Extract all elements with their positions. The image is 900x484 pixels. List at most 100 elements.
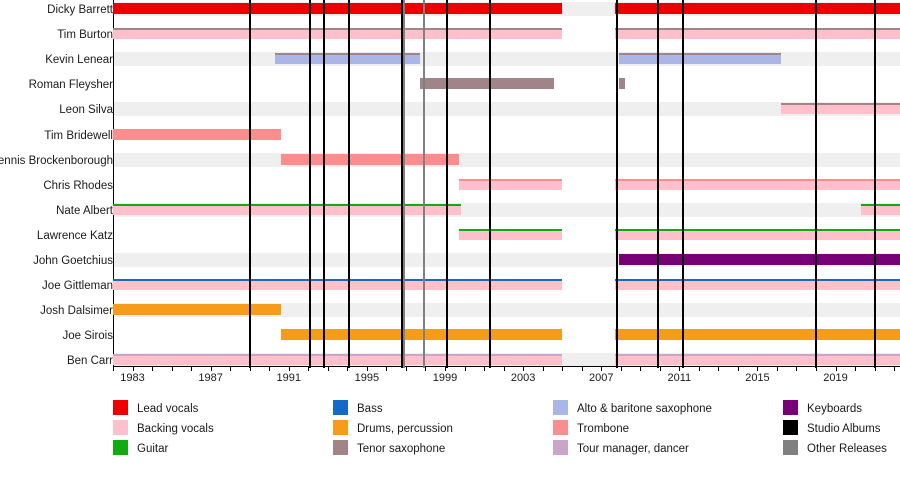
axis-tick xyxy=(444,366,446,371)
row-label-nate-albert: Nate Albert xyxy=(56,204,113,217)
axis-tick xyxy=(249,366,251,371)
legend-label: Drums, percussion xyxy=(357,423,453,435)
timeline-bar xyxy=(614,356,900,366)
timeline-bar xyxy=(458,230,563,240)
legend-item[interactable]: Keyboards xyxy=(783,398,887,418)
axis-tick xyxy=(659,366,661,371)
axis-tick xyxy=(308,366,310,371)
legend-item[interactable]: Studio Albums xyxy=(783,418,887,438)
timeline-bar xyxy=(614,230,900,240)
axis-tick xyxy=(269,366,271,371)
studio-album-line xyxy=(656,0,659,368)
legend-label: Backing vocals xyxy=(137,423,214,435)
timeline-bar xyxy=(618,78,625,90)
legend-item[interactable]: Trombone xyxy=(553,418,712,438)
axis-left-spine xyxy=(113,0,114,368)
studio-album-line xyxy=(615,0,618,368)
legend-label: Keyboards xyxy=(807,403,862,415)
timeline-bar xyxy=(113,30,563,40)
row-label-roman-fleysher: Roman Fleysher xyxy=(28,79,113,92)
legend-item[interactable]: Other Releases xyxy=(783,438,887,458)
axis-tick xyxy=(347,366,349,371)
row-label-john-goetchius: John Goetchius xyxy=(33,255,113,267)
other-release-line xyxy=(402,0,405,368)
row-label-kevin-lenear: Kevin Lenear xyxy=(45,54,113,67)
axis-baseline xyxy=(113,366,900,367)
axis-tick xyxy=(776,366,778,371)
timeline-bar xyxy=(113,205,461,215)
timeline-bar xyxy=(614,30,900,40)
axis-tick-label: 2007 xyxy=(588,372,614,384)
color-swatch-icon xyxy=(333,400,348,415)
axis-tick xyxy=(230,366,232,371)
timeline-bar xyxy=(419,78,555,90)
timeline-bar xyxy=(618,254,900,265)
axis-tick xyxy=(698,366,700,371)
timeline-bar xyxy=(113,3,563,14)
color-swatch-icon xyxy=(783,400,798,415)
legend-item[interactable]: Tour manager, dancer xyxy=(553,438,712,458)
axis-tick xyxy=(679,366,681,371)
axis-tick-label: 1991 xyxy=(276,372,301,384)
row-band xyxy=(113,52,900,67)
axis-tick xyxy=(132,366,134,371)
axis-tick xyxy=(405,366,407,371)
studio-album-line xyxy=(348,0,351,368)
legend-label: Tour manager, dancer xyxy=(577,443,689,455)
legend-label: Lead vocals xyxy=(137,403,199,415)
axis-tick-label: 1999 xyxy=(432,372,458,384)
axis-tick xyxy=(894,366,896,371)
color-swatch-icon xyxy=(553,440,568,455)
legend-item[interactable]: Tenor saxophone xyxy=(333,438,453,458)
color-swatch-icon xyxy=(783,420,798,435)
legend-item[interactable]: Drums, percussion xyxy=(333,418,453,438)
axis-tick xyxy=(816,366,818,371)
axis-tick xyxy=(640,366,642,371)
timeline-bar xyxy=(618,55,781,65)
legend-label: Alto & baritone saxophone xyxy=(577,403,712,415)
timeline-bar xyxy=(614,329,900,341)
timeline-bar xyxy=(614,281,900,291)
timeline-bar xyxy=(113,281,563,291)
axis-tick xyxy=(503,366,505,371)
axis-tick-label: 2011 xyxy=(667,372,692,384)
axis-tick xyxy=(366,366,368,371)
row-band xyxy=(113,152,900,167)
legend-item[interactable]: Lead vocals xyxy=(113,398,214,418)
plot-area: Dicky Barrett Tim Burton Kevin Lenear Roman… xyxy=(0,0,900,368)
color-swatch-icon xyxy=(113,400,128,415)
legend-item[interactable]: Guitar xyxy=(113,438,214,458)
row-label-ben-carr: Ben Carr xyxy=(66,355,113,368)
legend-label: Tenor saxophone xyxy=(357,443,446,455)
studio-album-line xyxy=(682,0,685,368)
axis-tick-label: 2019 xyxy=(823,372,848,384)
studio-album-line xyxy=(309,0,312,368)
studio-album-line xyxy=(401,0,404,368)
legend-item[interactable]: Alto & baritone saxophone xyxy=(553,398,712,418)
axis-tick xyxy=(718,366,720,371)
axis-tick xyxy=(464,366,466,371)
color-swatch-icon xyxy=(333,420,348,435)
color-swatch-icon xyxy=(553,420,568,435)
timeline-bar xyxy=(614,3,900,14)
legend: Lead vocals Backing vocals Guitar Bass Drums… xyxy=(0,398,900,468)
legend-item[interactable]: Backing vocals xyxy=(113,418,214,438)
legend-label: Studio Albums xyxy=(807,423,881,435)
axis-tick-label: 2003 xyxy=(510,372,536,384)
row-label-tim-burton: Tim Burton xyxy=(57,29,113,42)
row-label-tim-bridewell: Tim Bridewell xyxy=(44,129,113,142)
axis-tick xyxy=(191,366,193,371)
row-label-josh-dalsimer: Josh Dalsimer xyxy=(40,305,113,318)
axis-tick xyxy=(620,366,622,371)
row-label-leon-silva: Leon Silva xyxy=(59,104,113,117)
axis-tick-label: 2015 xyxy=(745,372,770,384)
timeline-bar xyxy=(113,128,281,140)
timeline-bar xyxy=(113,356,563,366)
other-release-line xyxy=(422,0,425,368)
axis-tick-label: 1995 xyxy=(354,372,380,384)
axis-tick xyxy=(835,366,837,371)
studio-album-line xyxy=(815,0,818,368)
legend-item[interactable]: Bass xyxy=(333,398,453,418)
axis-tick xyxy=(581,366,583,371)
axis-tick xyxy=(386,366,388,371)
